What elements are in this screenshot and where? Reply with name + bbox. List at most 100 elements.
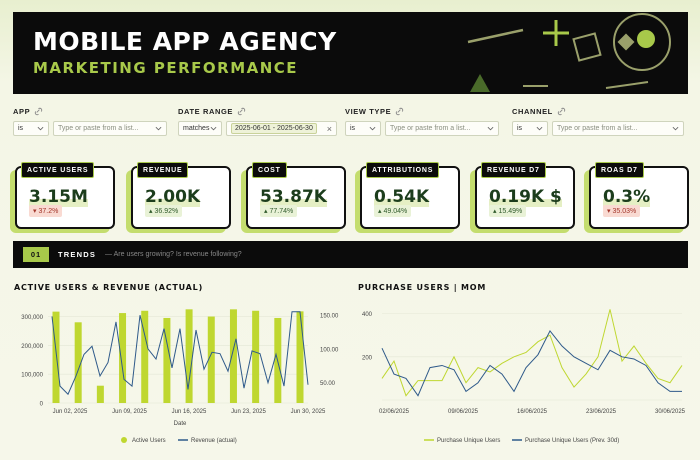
x-tick-label: Jun 23, 2025 — [231, 409, 266, 415]
x-tick-label: 09/06/2025 — [448, 409, 479, 415]
bar — [296, 311, 304, 403]
x-tick-label: Jun 09, 2025 — [112, 409, 147, 415]
kpi-value: 0.19K $ — [489, 187, 562, 207]
x-tick-label: 23/06/2025 — [586, 409, 617, 415]
arrow-down-icon: ▾ — [33, 208, 39, 215]
purchase-users-chart: 200 400 02/06/2025 09/06/2025 16/06/2025 23/0… — [362, 309, 686, 444]
y-tick-label: 400 — [362, 312, 373, 318]
link-icon[interactable] — [237, 107, 246, 116]
link-icon[interactable] — [557, 107, 566, 116]
kpi-label: REVENUE D7 — [481, 162, 546, 178]
close-icon[interactable]: × — [326, 123, 332, 134]
operator-select[interactable]: is — [13, 121, 49, 136]
chevron-down-icon — [536, 126, 543, 131]
kpi-card-attributions: ATTRIBUTIONS 0.54K ▴ 49.04% — [360, 162, 460, 229]
kpi-value: 3.15M — [29, 187, 88, 207]
kpi-value: 2.00K — [145, 187, 201, 207]
operator-select[interactable]: matches — [178, 121, 222, 136]
section-number: 01 — [23, 247, 49, 262]
bar — [141, 310, 149, 403]
link-icon[interactable] — [395, 107, 404, 116]
kpi-delta: ▴ 49.04% — [374, 205, 412, 217]
view-type-search-input[interactable]: Type or paste from a list... — [385, 121, 499, 136]
kpi-delta: ▴ 77.74% — [260, 205, 298, 217]
kpi-delta: ▾ 37.2% — [29, 205, 63, 217]
kpi-card-active-users: ACTIVE USERS 3.15M ▾ 37.2% — [15, 162, 115, 229]
filter-app: APP is Type or paste from a list... — [13, 106, 167, 136]
decorative-shapes-icon — [467, 13, 671, 92]
x-axis-label: Date — [174, 421, 187, 427]
bar — [252, 310, 260, 403]
filter-label: APP — [13, 106, 31, 116]
kpi-label: ACTIVE USERS — [21, 162, 95, 178]
series-line-purchase-users-prev — [381, 329, 682, 397]
date-range-chip: 2025-06-01 - 2025-06-30 — [231, 123, 317, 134]
chevron-down-icon — [672, 126, 679, 131]
x-tick-label: 30/06/2025 — [655, 409, 686, 415]
series-line-revenue — [51, 311, 309, 396]
kpi-label: COST — [252, 162, 287, 178]
legend-label: Purchase Unique Users (Prev. 30d) — [525, 438, 619, 444]
legend-swatch — [121, 437, 127, 443]
kpi-card-revenue-d7: REVENUE D7 0.19K $ ▴ 15.49% — [475, 162, 575, 229]
kpi-value: 0.3% — [603, 187, 651, 207]
y-tick-label: 200,000 — [21, 344, 43, 350]
channel-search-input[interactable]: Type or paste from a list... — [552, 121, 684, 136]
link-icon[interactable] — [34, 107, 43, 116]
operator-select[interactable]: is — [512, 121, 548, 136]
kpi-card-roas-d7: ROAS D7 0.3% ▾ 35.03% — [589, 162, 689, 229]
series-line-purchase-users — [381, 309, 683, 397]
filter-label: DATE RANGE — [178, 106, 234, 116]
section-subtitle: — Are users growing? Is revenue followin… — [105, 251, 242, 258]
x-tick-label: Jun 30, 2025 — [291, 409, 326, 415]
filter-channel: CHANNEL is Type or paste from a list... — [512, 106, 684, 136]
bar — [74, 322, 82, 403]
x-tick-label: Jun 02, 2025 — [53, 409, 88, 415]
y-tick-label: 0 — [40, 402, 44, 408]
y2-tick-label: 50.00 — [320, 381, 336, 387]
active-users-revenue-chart: 0 100,000 200,000 300,000 50.00 100.00 150.00 J… — [21, 309, 339, 444]
bar — [229, 309, 237, 403]
page-subtitle: MARKETING PERFORMANCE — [33, 59, 299, 77]
date-range-input[interactable]: 2025-06-01 - 2025-06-30 × — [226, 121, 337, 136]
arrow-up-icon: ▴ — [264, 208, 270, 215]
chevron-down-icon — [155, 126, 162, 131]
arrow-up-icon: ▴ — [378, 208, 384, 215]
chevron-down-icon — [487, 126, 494, 131]
kpi-card-revenue: REVENUE 2.00K ▴ 36.92% — [131, 162, 231, 229]
y2-tick-label: 150.00 — [320, 314, 339, 320]
operator-select[interactable]: is — [345, 121, 381, 136]
legend-label: Purchase Unique Users — [437, 438, 500, 444]
bar — [207, 316, 215, 403]
kpi-label: REVENUE — [137, 162, 189, 178]
page-title: MOBILE APP AGENCY — [33, 27, 337, 56]
filter-label: CHANNEL — [512, 106, 553, 116]
x-tick-label: 16/06/2025 — [517, 409, 548, 415]
y-tick-label: 100,000 — [21, 373, 43, 379]
bar — [52, 311, 60, 403]
arrow-up-icon: ▴ — [493, 208, 499, 215]
legend-label: Revenue (actual) — [191, 438, 237, 444]
chart-title: PURCHASE USERS | MOM — [358, 283, 487, 292]
filter-label: VIEW TYPE — [345, 106, 392, 116]
y-tick-label: 300,000 — [21, 315, 43, 321]
bar — [163, 317, 171, 403]
kpi-value: 0.54K — [374, 187, 430, 207]
bar — [119, 313, 127, 403]
legend-label: Active Users — [132, 438, 166, 444]
header-banner: MOBILE APP AGENCY MARKETING PERFORMANCE — [13, 12, 688, 94]
kpi-label: ATTRIBUTIONS — [366, 162, 440, 178]
app-search-input[interactable]: Type or paste from a list... — [53, 121, 167, 136]
y2-tick-label: 100.00 — [320, 347, 339, 353]
arrow-up-icon: ▴ — [149, 208, 155, 215]
chart-title: ACTIVE USERS & REVENUE (ACTUAL) — [14, 283, 204, 292]
kpi-label: ROAS D7 — [595, 162, 644, 178]
filter-view-type: VIEW TYPE is Type or paste from a list..… — [345, 106, 499, 136]
bar — [185, 309, 193, 403]
arrow-down-icon: ▾ — [607, 208, 613, 215]
kpi-delta: ▴ 15.49% — [489, 205, 527, 217]
kpi-value: 53.87K — [260, 187, 327, 207]
chevron-down-icon — [37, 126, 44, 131]
section-header-trends: 01 TRENDS — Are users growing? Is revenu… — [13, 241, 688, 268]
